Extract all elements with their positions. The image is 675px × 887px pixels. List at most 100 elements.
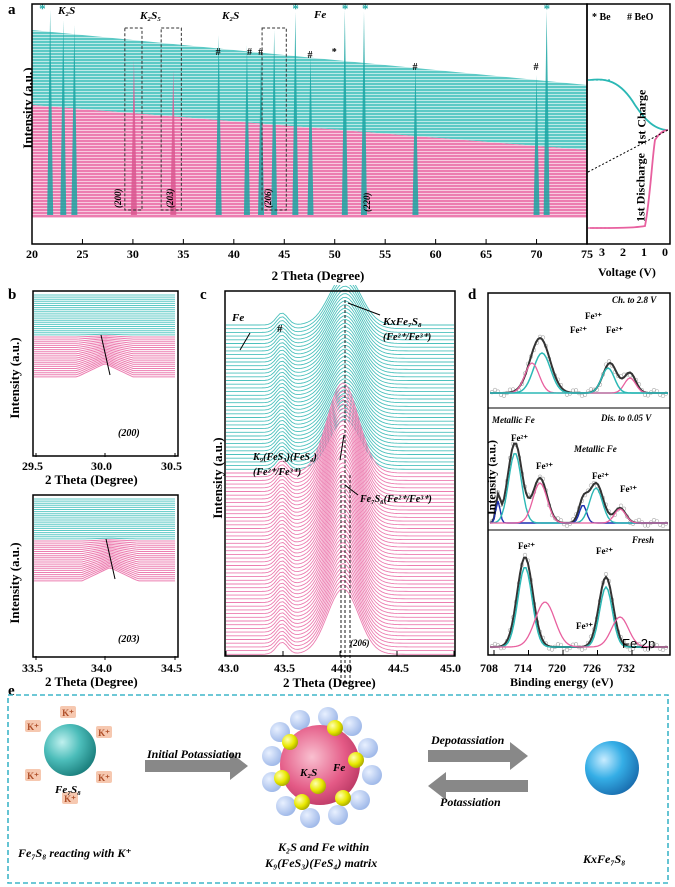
pb-top-tick-0: 29.5 [22,459,43,473]
panel-c-trace [226,382,454,474]
panel-c-trace [226,341,454,393]
k-ion [96,726,112,738]
panel-c-trace [226,399,454,489]
panel-a-xlabel: 2 Theta (Degree) [271,268,365,283]
panel-c-trace [226,407,454,459]
panel-b-trace [34,338,175,342]
panel-b-trace [34,564,175,578]
panel-d-top-fe2a: Fe²⁺ [570,325,587,335]
initial-potassiation-arrow [145,752,248,780]
panel-b-trace [34,356,175,367]
k-ion-label: K⁺ [64,794,76,804]
panel-b-trace [34,339,175,344]
scheme-cap2a: K₂S and Fe within [278,840,370,854]
pa-tick-label: 60 [430,247,442,261]
panel-c-trace [226,575,454,644]
panel-b-trace [34,360,175,374]
panel-b-top-xlabel: 2 Theta (Degree) [45,472,138,487]
panel-c-trace [226,285,454,326]
panel-c-trace [226,395,454,485]
k2s-particle [294,794,310,810]
panel-d-bot-fe3: Fe³⁺ [576,621,593,631]
panel-a-letter: a [8,2,16,18]
pc-tick-2: 44.0 [331,661,352,675]
panel-c-trace [226,437,454,522]
panel-c-trace [226,521,454,596]
panel-c-trace [226,542,454,615]
panel-b-trace [34,363,175,378]
xrd-peak [170,70,177,215]
charge-curve [589,78,669,131]
panel-c-trace [226,558,454,629]
be-marker: * [342,1,349,16]
highlight-box [261,27,287,211]
panel-d-bot-fe2b: Fe²⁺ [596,546,613,556]
pc-tick-4: 45.0 [440,661,461,675]
panel-b-trace [34,549,175,557]
panel-a-teal-waterfall [32,30,587,150]
xrd-peak [307,55,314,215]
panel-c-trace [226,567,454,637]
hkl-200: (200) [113,188,123,209]
xrd-peak [271,30,278,215]
xrd-peak [543,10,550,215]
panel-c-arrow-k9 [339,434,345,461]
panel-c-trace [226,491,454,570]
pd-tick-1: 714 [514,661,532,675]
panel-c-fe7s8: Fe₇S₈(Fe²⁺/Fe³⁺) [360,494,432,505]
panel-b-trace [34,539,175,542]
k2s-particle [310,778,326,794]
hkl-206: (206) [263,188,273,209]
matrix-particle [358,738,378,758]
xps-data-point [588,387,594,392]
panel-c-trace [226,300,454,352]
panel-b-trace [34,546,175,552]
xrd-peak [341,10,348,215]
panel-c-trace [226,466,454,548]
panel-c-arrow-kx [347,302,381,316]
xps-data-point [660,647,666,653]
xrd-peak [533,75,540,215]
beo-marker: # [534,62,539,73]
xps-data-point [564,647,570,653]
panel-e-letter: e [8,683,15,699]
k-ion-label: K⁺ [27,771,39,781]
xrd-peak [71,25,78,215]
k2s-particle [335,790,351,806]
xrd-peak [60,20,67,215]
panel-c-trace [226,420,454,507]
highlight-box [160,27,182,211]
panel-c-trace [226,359,454,411]
panel-b-trace [34,542,175,546]
panel-b-trace [34,357,175,369]
label-fe: Fe [314,9,327,21]
panel-c-trace [226,458,454,541]
highlight-box [124,27,143,211]
matrix-particle [290,710,310,730]
panel-c-trace [226,533,454,607]
pa-tick-label: 50 [329,247,341,261]
panel-c-trace [226,363,454,415]
k-ion [62,792,78,804]
pa-tick-label: 70 [531,247,543,261]
panel-d-xlabel: Binding energy (eV) [510,675,614,689]
panel-b-letter: b [8,287,17,303]
xps-curve [490,367,668,394]
be-marker: * [362,1,369,16]
panel-d-plot [487,292,671,656]
panel-b-trace [34,537,175,540]
depotassiation-arrow [428,742,528,770]
matrix-particle [262,746,282,766]
panel-b-trace [34,336,175,340]
xrd-peak [412,65,419,215]
label-1st-discharge: 1st Discharge [633,153,648,222]
panel-c-trace [226,403,454,492]
k-ion [25,720,41,732]
panel-c-trace [226,470,454,552]
panel-c-trace [226,311,454,363]
k2s-fe-core [280,725,360,805]
panel-c-trace [226,512,454,589]
panel-c-kx-ox: (Fe²⁺/Fe³⁺) [383,332,432,343]
panel-c-trace [226,407,454,496]
k-ion-label: K⁺ [27,722,39,732]
